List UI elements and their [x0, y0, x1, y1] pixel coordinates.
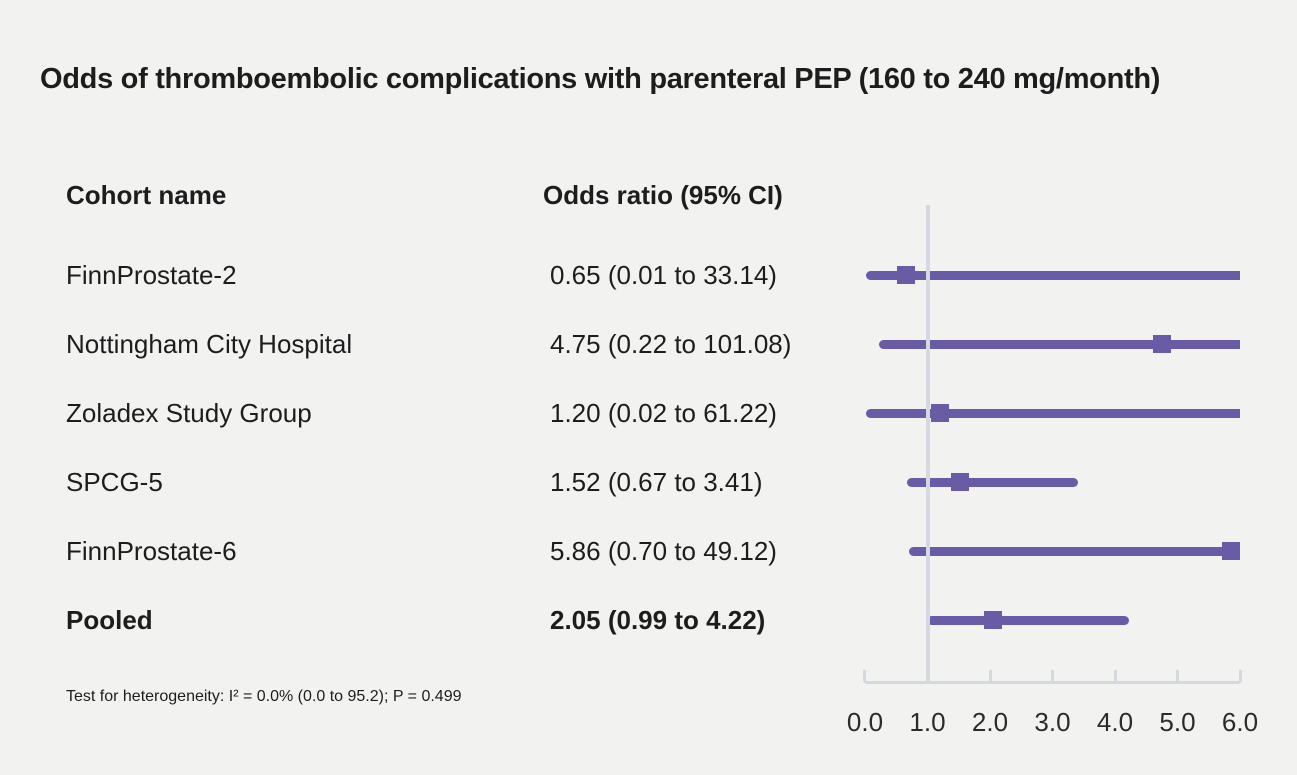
point-estimate-marker [1222, 542, 1241, 560]
cohort-label: Nottingham City Hospital [66, 329, 353, 359]
cohort-label: Pooled [66, 605, 153, 635]
x-axis-tick [1113, 670, 1117, 681]
x-axis-line [863, 670, 1242, 684]
confidence-interval-line [926, 615, 1129, 625]
confidence-interval-line [906, 477, 1079, 487]
cohort-label: FinnProstate-2 [66, 260, 237, 290]
column-header-cohort-name: Cohort name [66, 180, 227, 210]
x-axis-tick-label: 6.0 [1221, 707, 1259, 737]
x-axis-tick [988, 670, 992, 681]
x-axis-tick [1051, 670, 1054, 681]
odds-ratio-value: 4.75 (0.22 to 101.08) [550, 329, 792, 359]
chart-title: Odds of thromboembolic complications wit… [40, 63, 1161, 95]
x-axis-tick-label: 4.0 [1096, 707, 1134, 737]
x-axis-tick [1176, 670, 1179, 681]
x-axis-tick [926, 670, 929, 681]
point-estimate-marker [931, 404, 949, 422]
cohort-label: Zoladex Study Group [66, 398, 312, 428]
confidence-interval-line [878, 339, 1240, 349]
point-estimate-marker [951, 473, 969, 491]
x-axis-tick-label: 3.0 [1034, 707, 1071, 737]
point-estimate-marker [1152, 335, 1171, 353]
cohort-label: FinnProstate-6 [66, 536, 237, 566]
reference-line-or-1 [925, 205, 930, 684]
confidence-interval-line [866, 408, 1240, 418]
odds-ratio-value: 0.65 (0.01 to 33.14) [550, 260, 777, 290]
column-header-odds-ratio: Odds ratio (95% CI) [543, 180, 783, 210]
point-estimate-marker [896, 266, 915, 284]
x-axis-tick-label: 2.0 [971, 707, 1009, 737]
confidence-interval-line [908, 546, 1240, 556]
odds-ratio-value: 2.05 (0.99 to 4.22) [550, 605, 766, 635]
confidence-interval-line [865, 270, 1240, 280]
x-axis-tick-label: 1.0 [909, 707, 946, 737]
point-estimate-marker [984, 611, 1003, 629]
x-axis-tick-label: 0.0 [846, 707, 884, 737]
heterogeneity-footnote: Test for heterogeneity: I² = 0.0% (0.0 t… [66, 688, 462, 705]
odds-ratio-value: 5.86 (0.70 to 49.12) [550, 536, 777, 566]
x-axis-tick-label: 5.0 [1159, 707, 1196, 737]
cohort-label: SPCG-5 [66, 467, 163, 497]
odds-ratio-value: 1.52 (0.67 to 3.41) [550, 467, 763, 497]
odds-ratio-value: 1.20 (0.02 to 61.22) [550, 398, 777, 428]
